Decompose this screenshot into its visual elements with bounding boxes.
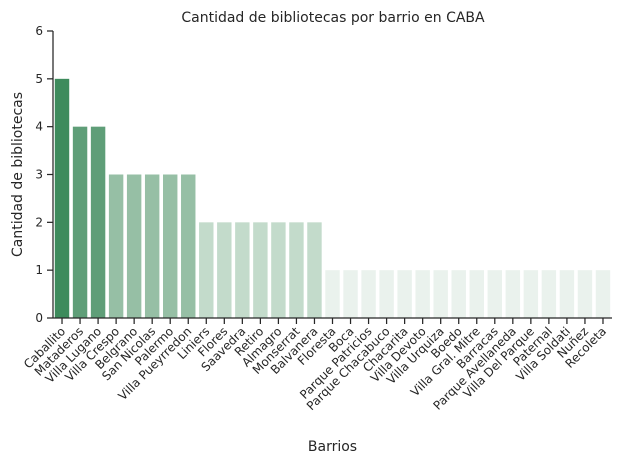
- y-axis: 0 1 2 3 4 5 6: [35, 24, 53, 325]
- x-axis-title: Barrios: [308, 439, 357, 455]
- bar-5: [144, 174, 160, 318]
- bar-12: [271, 222, 286, 318]
- bar-24: [487, 270, 503, 318]
- bar-1: [72, 126, 88, 318]
- bar-2: [90, 126, 106, 318]
- bar-11: [253, 222, 268, 318]
- bars-group: [54, 78, 611, 318]
- bar-0: [54, 78, 70, 318]
- bar-25: [505, 270, 521, 318]
- bar-18: [379, 270, 394, 318]
- bar-3: [108, 174, 124, 318]
- bar-8: [199, 222, 214, 318]
- bar-6: [163, 174, 178, 318]
- bar-10: [235, 222, 250, 318]
- y-tick-label-6: 6: [35, 24, 43, 38]
- y-tick-label-0: 0: [35, 311, 43, 325]
- y-tick-label-2: 2: [35, 215, 43, 229]
- chart-title: Cantidad de bibliotecas por barrio en CA…: [181, 10, 485, 26]
- bar-19: [397, 270, 412, 318]
- bar-21: [433, 270, 448, 318]
- y-tick-label-3: 3: [35, 168, 43, 182]
- bar-4: [126, 174, 142, 318]
- bar-22: [451, 270, 466, 318]
- bar-7: [181, 174, 196, 318]
- bar-15: [325, 270, 340, 318]
- y-tick-label-1: 1: [35, 263, 43, 277]
- bar-17: [361, 270, 376, 318]
- bar-14: [307, 222, 322, 318]
- bar-26: [523, 270, 539, 318]
- bar-9: [217, 222, 232, 318]
- y-axis-title: Cantidad de bibliotecas: [10, 92, 26, 257]
- y-tick-label-5: 5: [35, 72, 43, 86]
- bar-29: [577, 270, 593, 318]
- bar-20: [415, 270, 430, 318]
- y-tick-label-4: 4: [35, 120, 43, 134]
- bar-30: [595, 270, 611, 318]
- bar-16: [343, 270, 358, 318]
- bar-13: [289, 222, 304, 318]
- bar-28: [559, 270, 575, 318]
- bar-27: [541, 270, 557, 318]
- bar-23: [469, 270, 484, 318]
